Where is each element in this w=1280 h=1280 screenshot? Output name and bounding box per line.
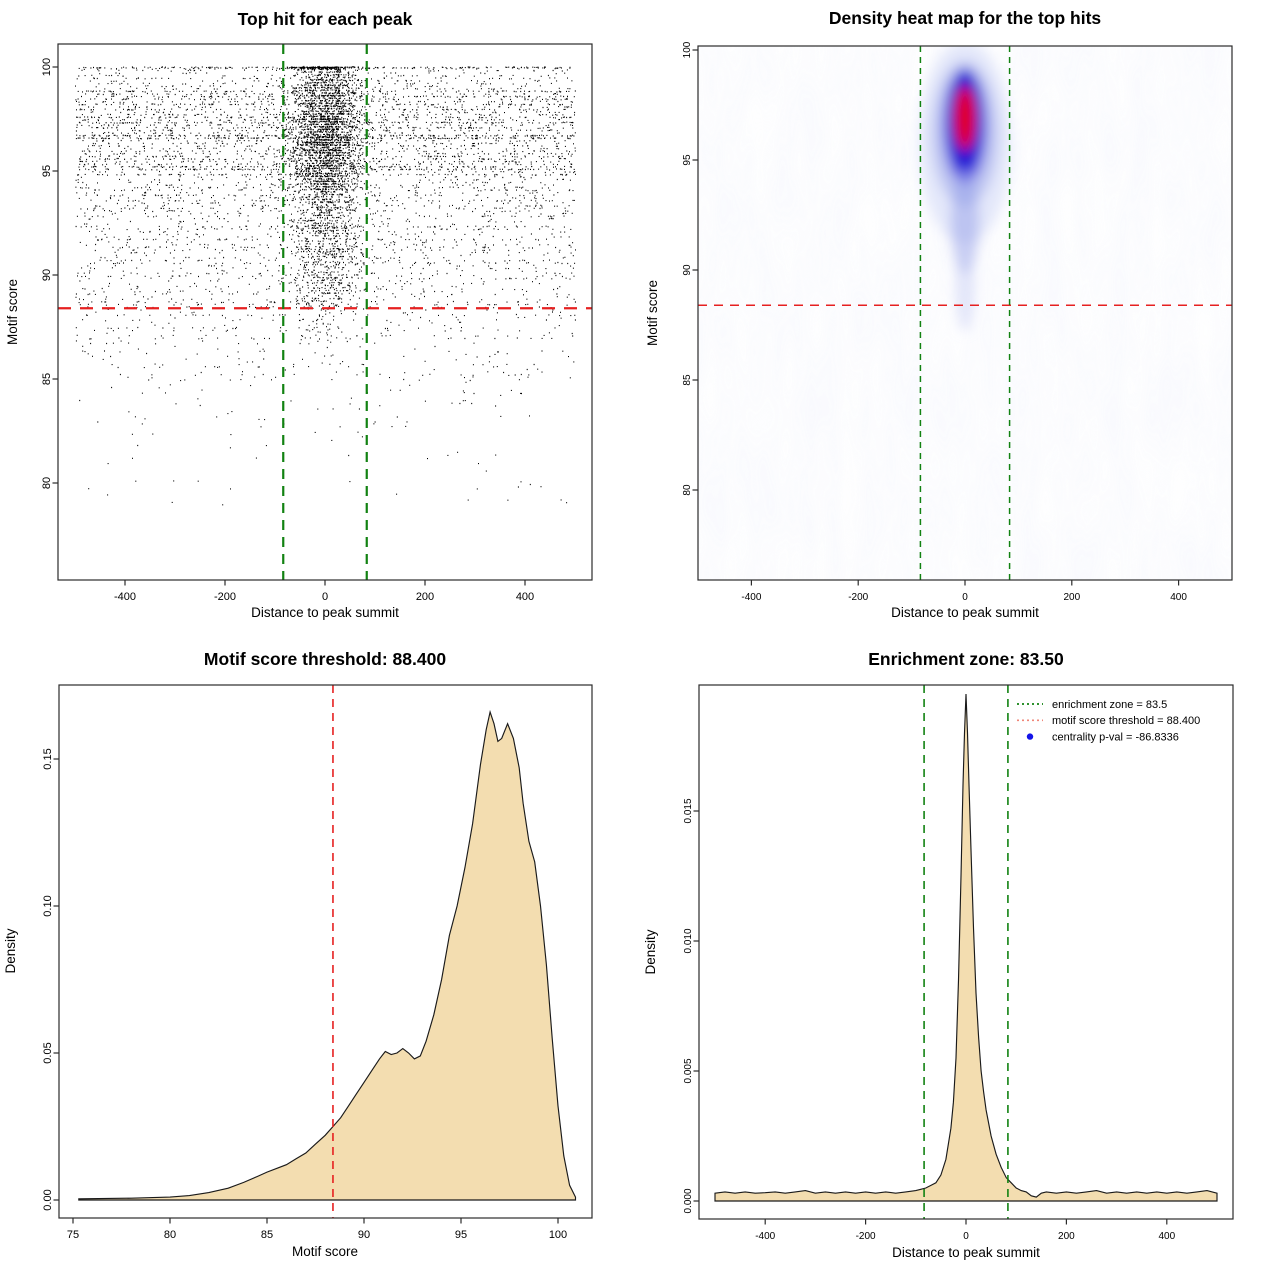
y-tick-label: 0.005 — [683, 1058, 694, 1083]
y-tick-label: 100 — [41, 58, 53, 76]
panel-title: Top hit for each peak — [238, 9, 413, 29]
y-tick-label: 85 — [41, 373, 53, 385]
summit-distance-density-plot-area: -400 -200 0 200 400 0.000 0.005 0.010 0.015 enric… — [683, 684, 1234, 1242]
plot-frame — [58, 684, 593, 1219]
x-tick-label: 90 — [358, 1229, 370, 1241]
x-axis-label: Distance to peak summit — [251, 605, 399, 620]
y-axis-label: Motif score — [645, 280, 660, 346]
y-tick-label: 0.15 — [42, 748, 54, 769]
x-tick-label: 200 — [416, 591, 434, 603]
heatmap-hotspot — [919, 46, 1011, 332]
x-tick-label: 400 — [516, 591, 534, 603]
legend: enrichment zone = 83.5 motif score thresh… — [1017, 699, 1200, 743]
y-tick-label: 90 — [41, 269, 53, 281]
x-tick-label: 400 — [1158, 1231, 1175, 1242]
y-tick-label: 80 — [682, 484, 693, 496]
y-tick-label: 90 — [682, 264, 693, 276]
x-tick-label: 80 — [164, 1229, 176, 1241]
panel-title: Enrichment zone: 83.50 — [868, 649, 1064, 669]
panel-title: Motif score threshold: 88.400 — [204, 649, 446, 669]
x-tick-label: -400 — [755, 1231, 775, 1242]
x-tick-label: 0 — [322, 591, 328, 603]
x-tick-label: 200 — [1058, 1231, 1075, 1242]
y-tick-label: 0.00 — [42, 1189, 54, 1210]
y-tick-label: 0.10 — [42, 895, 54, 916]
x-tick-label: 0 — [963, 1231, 969, 1242]
x-tick-label: -400 — [741, 592, 761, 603]
panel-title: Density heat map for the top hits — [829, 8, 1102, 28]
x-tick-label: 85 — [261, 1229, 273, 1241]
top-hit-scatter-chart: -400 -200 0 200 400 80 85 90 95 100 Top hit for ea… — [5, 9, 593, 620]
y-axis-label: Density — [3, 928, 18, 973]
x-tick-label: -400 — [114, 591, 136, 603]
legend-dot-symbol — [1026, 733, 1034, 740]
density-heatmap-chart: -400 -200 0 200 400 80 85 90 95 100 Density heat m… — [645, 8, 1233, 620]
panel-motif-score-density: 75 80 85 90 95 100 0.00 0.05 0.10 0.15 Motif score… — [0, 640, 640, 1280]
scatter-points — [75, 65, 576, 506]
x-tick-label: 200 — [1063, 592, 1080, 603]
summit-distance-density-chart: -400 -200 0 200 400 0.000 0.005 0.010 0.015 enric… — [643, 649, 1234, 1260]
y-tick-label: 0.010 — [683, 928, 694, 953]
x-tick-label: 95 — [455, 1229, 467, 1241]
y-tick-label: 95 — [41, 165, 53, 177]
y-tick-label: 85 — [682, 374, 693, 386]
y-tick-label: 100 — [682, 41, 693, 58]
top-hit-scatter-plot-area: -400 -200 0 200 400 80 85 90 95 100 — [41, 43, 593, 603]
y-axis-label: Motif score — [5, 279, 20, 345]
y-axis-label: Density — [643, 929, 658, 974]
x-tick-label: 100 — [549, 1229, 567, 1241]
x-axis-label: Distance to peak summit — [892, 1245, 1040, 1260]
y-tick-label: 0.015 — [683, 798, 694, 823]
x-axis-label: Motif score — [292, 1244, 358, 1259]
legend-label: centrality p-val = -86.8336 — [1052, 731, 1179, 743]
x-axis-label: Distance to peak summit — [891, 605, 1039, 620]
y-tick-label: 0.05 — [42, 1042, 54, 1063]
motif-score-density-chart: 75 80 85 90 95 100 0.00 0.05 0.10 0.15 Motif score… — [3, 649, 593, 1259]
x-tick-label: -200 — [848, 592, 868, 603]
x-tick-label: 75 — [67, 1229, 79, 1241]
density-area — [78, 709, 577, 1201]
y-tick-label: 95 — [682, 154, 693, 166]
x-tick-label: -200 — [214, 591, 236, 603]
y-tick-label: 80 — [41, 477, 53, 489]
x-tick-label: -200 — [856, 1231, 876, 1242]
panel-summit-distance-density: -400 -200 0 200 400 0.000 0.005 0.010 0.015 enric… — [640, 640, 1280, 1280]
density-area — [714, 693, 1218, 1202]
x-tick-label: 0 — [962, 592, 968, 603]
top-hit-density-heatmap-plot-area: -400 -200 0 200 400 80 85 90 95 100 — [682, 41, 1233, 603]
legend-label: motif score threshold = 88.400 — [1052, 715, 1200, 727]
x-tick-label: 400 — [1170, 592, 1187, 603]
legend-label: enrichment zone = 83.5 — [1052, 699, 1167, 711]
motif-score-density-plot-area: 75 80 85 90 95 100 0.00 0.05 0.10 0.15 — [42, 684, 593, 1241]
panel-density-heatmap: -400 -200 0 200 400 80 85 90 95 100 Density heat m… — [640, 0, 1280, 640]
panel-top-hit-scatter: -400 -200 0 200 400 80 85 90 95 100 Top hit for ea… — [0, 0, 640, 640]
y-tick-label: 0.000 — [683, 1188, 694, 1213]
